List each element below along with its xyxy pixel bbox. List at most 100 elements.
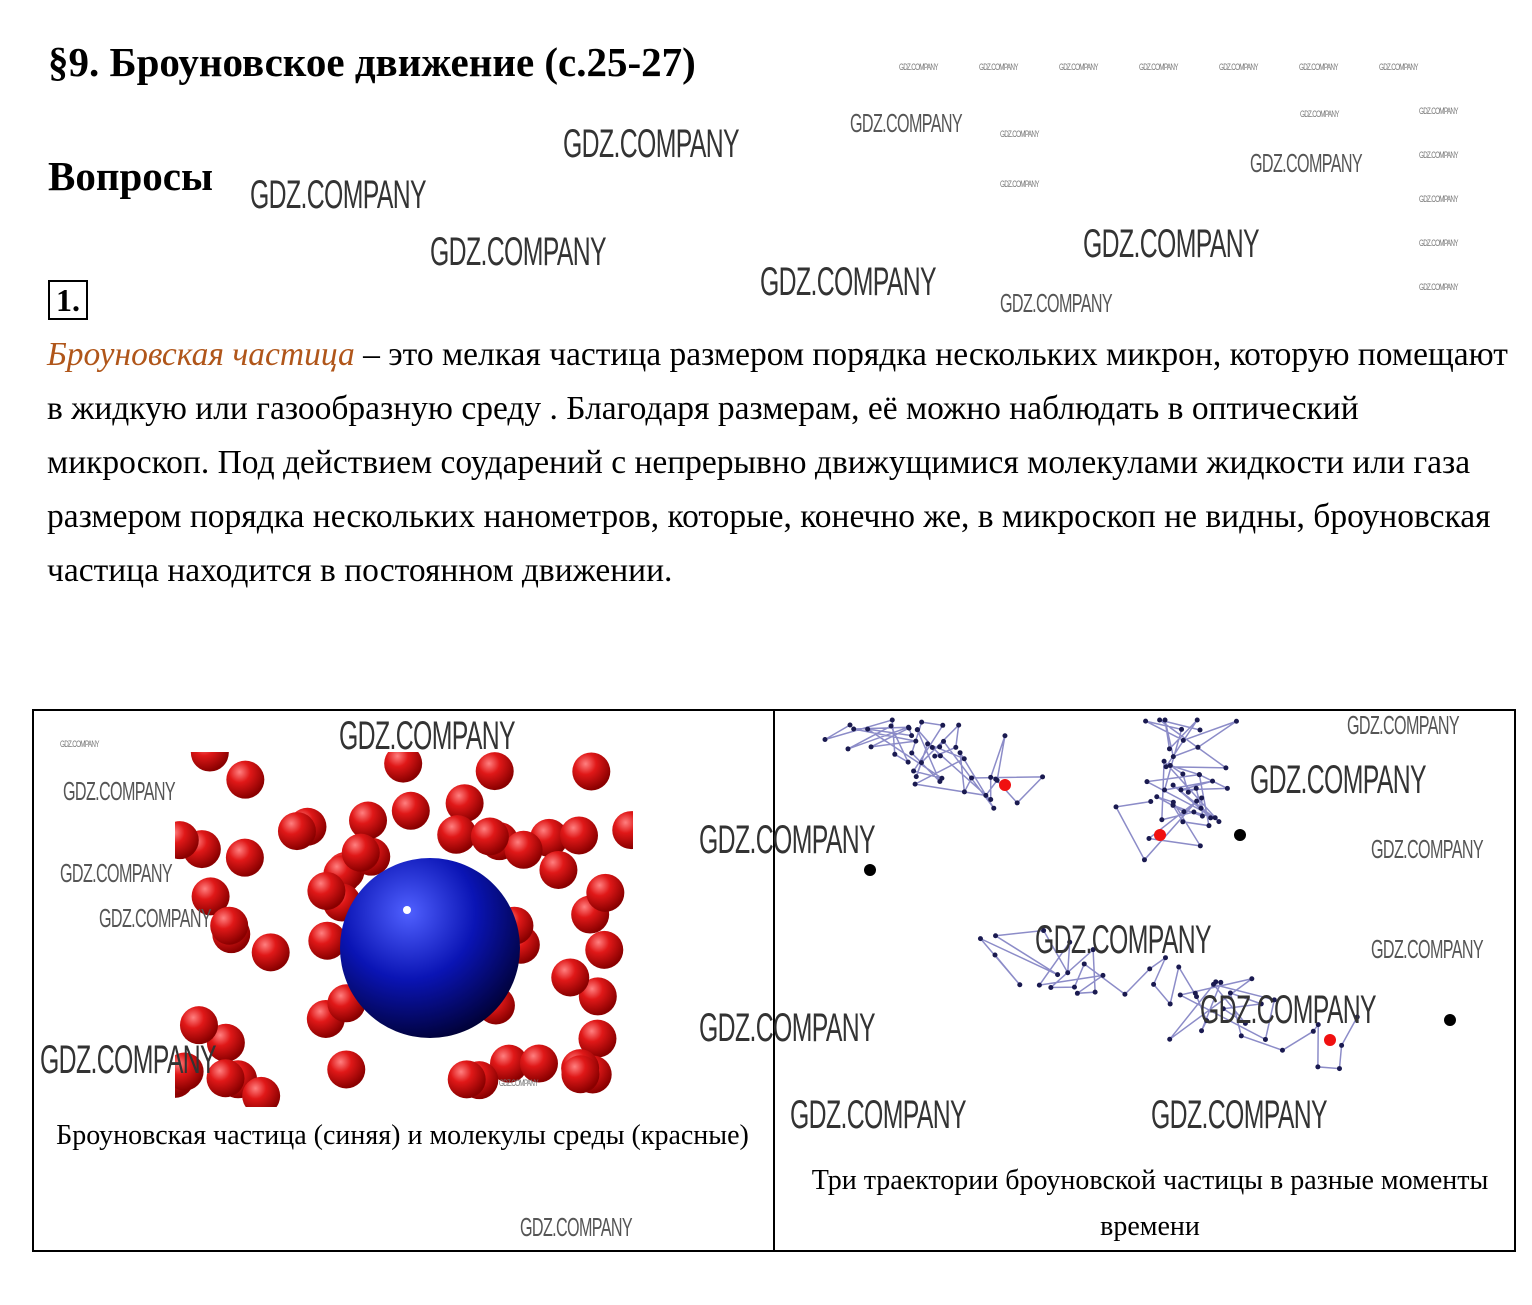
- watermark: GDZ.COMPANY: [1419, 194, 1458, 204]
- trajectory-point: [1193, 785, 1199, 791]
- trajectory-point: [1206, 823, 1212, 829]
- molecule: [445, 784, 484, 823]
- trajectory-point: [1192, 990, 1198, 996]
- trajectory-point: [953, 744, 959, 750]
- trajectory-point: [1167, 762, 1173, 768]
- trajectory-point: [1067, 939, 1073, 945]
- page-title: §9. Броуновское движение (с.25-27): [48, 39, 696, 85]
- trajectory-point: [932, 753, 938, 759]
- trajectory-point: [1074, 990, 1080, 996]
- watermark: GDZ.COMPANY: [1419, 282, 1458, 292]
- trajectories-group: [822, 717, 1456, 1072]
- watermark: GDZ.COMPANY: [1300, 109, 1339, 119]
- trajectory-point: [1048, 984, 1054, 990]
- trajectory-point: [822, 736, 828, 742]
- watermark: GDZ.COMPANY: [1219, 62, 1258, 72]
- trajectory-point: [889, 717, 895, 723]
- trajectory-point: [1055, 972, 1061, 978]
- trajectory-point: [937, 779, 943, 785]
- watermark: GDZ.COMPANY: [850, 108, 963, 138]
- trajectories-illustration: [822, 717, 1456, 1072]
- trajectory-point: [1195, 744, 1201, 750]
- trajectory-point: [1224, 785, 1230, 791]
- trajectory-point: [1199, 795, 1205, 801]
- trajectory-endpoint: [1444, 1014, 1456, 1026]
- trajectory-point: [919, 719, 925, 725]
- trajectory-path: [1114, 719, 1237, 862]
- trajectory-point: [1194, 717, 1200, 723]
- trajectory-point: [991, 805, 997, 811]
- watermark: GDZ.COMPANY: [1083, 222, 1260, 266]
- trajectory-point: [992, 952, 998, 958]
- trajectory-point: [1199, 813, 1205, 819]
- watermark: GDZ.COMPANY: [1250, 148, 1363, 178]
- watermark: GDZ.COMPANY: [1419, 150, 1458, 160]
- molecule: [586, 873, 625, 912]
- molecule: [551, 958, 590, 997]
- trajectory-point: [845, 746, 851, 752]
- molecule: [539, 850, 578, 889]
- trajectory-point: [1177, 992, 1183, 998]
- trajectory-point: [906, 725, 912, 731]
- trajectory-point: [1141, 857, 1147, 863]
- molecule: [384, 752, 423, 783]
- paragraph-text: – это мелкая частица размером порядка не…: [47, 336, 1508, 589]
- watermark: GDZ.COMPANY: [1299, 62, 1338, 72]
- trajectory-point: [1279, 1047, 1285, 1053]
- watermark: GDZ.COMPANY: [563, 122, 740, 166]
- trajectory-point: [1227, 990, 1233, 996]
- trajectory-point: [913, 774, 919, 780]
- trajectory-point: [1162, 717, 1168, 723]
- trajectory-point: [1258, 1001, 1264, 1007]
- trajectory-point: [1176, 964, 1182, 970]
- trajectory-point: [1238, 1033, 1244, 1039]
- trajectory-point: [892, 751, 898, 757]
- trajectory-point: [1178, 787, 1184, 793]
- molecule: [341, 833, 380, 872]
- molecules-illustration: [175, 752, 633, 1107]
- trajectory-point: [1147, 966, 1153, 972]
- trajectory-point: [1092, 989, 1098, 995]
- trajectory-point: [1211, 981, 1217, 987]
- molecule: [349, 801, 388, 840]
- trajectory-point: [1017, 982, 1023, 988]
- trajectory-point: [1194, 798, 1200, 804]
- brownian-particle: [340, 858, 520, 1038]
- trajectory-point: [1339, 1042, 1345, 1048]
- trajectory-point: [1036, 982, 1042, 988]
- trajectory-point: [1220, 1006, 1226, 1012]
- molecule: [225, 838, 264, 877]
- trajectory-point: [1162, 787, 1168, 793]
- right-figure-caption: Три траектории броуновской частицы в раз…: [811, 1165, 1489, 1242]
- molecule: [277, 812, 316, 851]
- molecule: [308, 921, 347, 960]
- trajectory-point: [977, 936, 983, 942]
- trajectory-point: [1315, 1064, 1321, 1070]
- trajectory-point: [1170, 799, 1176, 805]
- trajectory-point: [911, 768, 917, 774]
- trajectory-endpoint: [1154, 829, 1166, 841]
- trajectory-point: [1197, 727, 1203, 733]
- trajectory-point: [1143, 718, 1149, 724]
- watermark: GDZ.COMPANY: [760, 260, 937, 304]
- trajectory-point: [957, 750, 963, 756]
- trajectory-point: [1180, 771, 1186, 777]
- molecule: [470, 817, 509, 856]
- trajectory-point: [1210, 778, 1216, 784]
- trajectory-point: [868, 744, 874, 750]
- trajectory-point: [1014, 800, 1020, 806]
- watermark: GDZ.COMPANY: [979, 62, 1018, 72]
- trajectory-point: [1161, 758, 1167, 764]
- molecule: [490, 1044, 529, 1083]
- trajectory-point: [1271, 997, 1277, 1003]
- trajectory-point: [969, 775, 975, 781]
- trajectory-point: [1233, 718, 1239, 724]
- trajectory-point: [937, 744, 943, 750]
- trajectory-point: [1081, 961, 1087, 967]
- molecule: [179, 1006, 218, 1045]
- trajectory-point: [1090, 947, 1096, 953]
- trajectory-point: [888, 723, 894, 729]
- trajectory-point: [1181, 809, 1187, 815]
- trajectory-point: [1310, 1028, 1316, 1034]
- trajectory-point: [915, 727, 921, 733]
